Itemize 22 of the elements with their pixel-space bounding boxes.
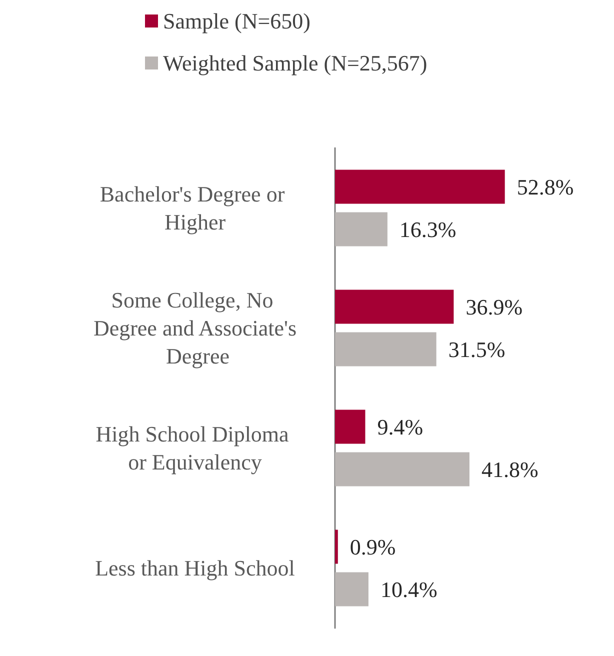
y-tick-label: Bachelor's Degree or Higher bbox=[100, 182, 290, 234]
bar bbox=[335, 170, 505, 204]
y-tick-label: Some College, No Degree and Associate's Degree bbox=[93, 288, 297, 368]
bar bbox=[335, 572, 368, 606]
data-label: 36.9% bbox=[466, 294, 523, 320]
data-label: 10.4% bbox=[380, 576, 438, 602]
data-label: 31.5% bbox=[448, 336, 506, 362]
legend-label: Weighted Sample (N=25,567) bbox=[163, 50, 428, 76]
bar bbox=[335, 410, 366, 444]
bar bbox=[335, 332, 436, 366]
legend-label: Sample (N=650) bbox=[163, 8, 310, 34]
y-tick-label: Less than High School bbox=[95, 556, 295, 580]
bar bbox=[335, 290, 454, 324]
bar bbox=[335, 212, 388, 246]
y-tick-label: High School Diploma or Equivalency bbox=[96, 422, 294, 474]
data-label: 9.4% bbox=[377, 414, 424, 440]
data-label: 16.3% bbox=[399, 216, 456, 242]
data-label: 52.8% bbox=[516, 174, 574, 200]
data-label: 0.9% bbox=[350, 534, 396, 560]
data-label: 41.8% bbox=[481, 456, 538, 482]
bar bbox=[335, 452, 470, 486]
bar bbox=[335, 530, 338, 564]
